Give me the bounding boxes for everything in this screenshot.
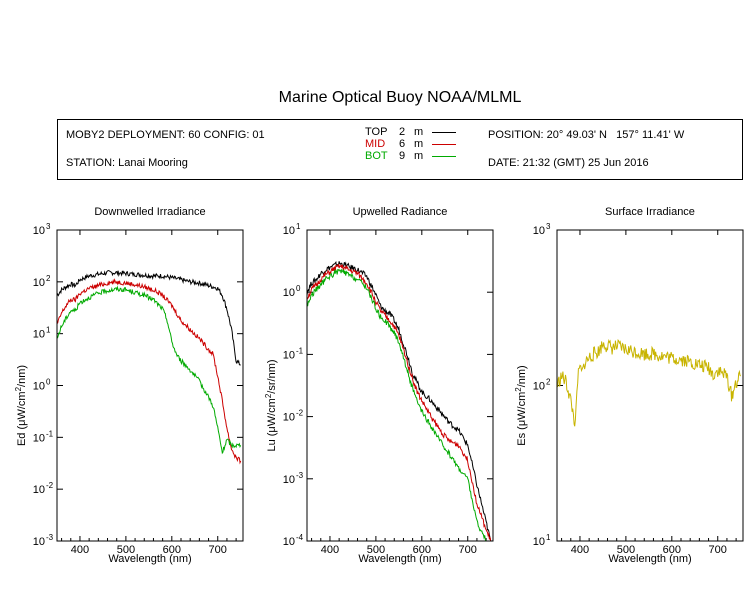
series-line-top <box>57 269 241 366</box>
chart-panel-3: Surface Irradiance 400 500 600 700 Wavelength… <box>514 206 744 565</box>
y-tick-exponent: -3 <box>296 471 304 480</box>
y-axis-label: Lu (μW/cm2/sr/nm) <box>264 359 278 451</box>
x-axis-label: Wavelength (nm) <box>608 553 691 565</box>
y-tick-label: 10 <box>283 474 295 486</box>
legend-bot-depth: 9 <box>399 150 406 162</box>
y-tick-label: 10 <box>533 536 545 548</box>
x-axis-label: Wavelength (nm) <box>358 553 441 565</box>
deployment-text: MOBY2 DEPLOYMENT: 60 CONFIG: 01 <box>66 129 265 141</box>
chart-panel-2: Upwelled Radiance 400 500 600 700 Wavelength … <box>264 206 494 565</box>
legend-bot-unit: m <box>414 150 424 162</box>
plot-frame <box>56 229 244 542</box>
y-tick-exponent: 2 <box>46 274 51 283</box>
series-line-mid <box>57 278 242 465</box>
y-tick-exponent: 1 <box>46 326 51 335</box>
position-text: POSITION: 20° 49.03' N 157° 11.41' W <box>488 129 685 141</box>
x-tick-label: 600 <box>413 544 431 556</box>
chart-title: Surface Irradiance <box>605 206 695 218</box>
series-line-bot <box>57 285 242 455</box>
series-line-es <box>557 338 742 427</box>
legend-top-name: TOP <box>365 126 388 138</box>
y-tick-label: 10 <box>33 484 45 496</box>
legend-top-swatch <box>432 132 456 133</box>
x-tick-label: 400 <box>71 544 89 556</box>
y-tick-exponent: -4 <box>296 533 304 542</box>
chart-panel-1: Downwelled Irradiance 400 500 600 700 Wavelen… <box>14 206 244 565</box>
y-tick-label: 10 <box>533 225 545 237</box>
x-tick-label: 500 <box>617 544 635 556</box>
legend-mid-swatch <box>432 144 456 145</box>
x-tick-label: 700 <box>709 544 727 556</box>
y-tick-exponent: -2 <box>46 481 54 490</box>
series-line-bot <box>307 268 487 541</box>
x-tick-label: 700 <box>209 544 227 556</box>
series-line-mid <box>307 263 492 541</box>
y-tick-label: 10 <box>33 536 45 548</box>
y-tick-exponent: -2 <box>296 409 304 418</box>
y-tick-label: 10 <box>283 536 295 548</box>
legend-bot-swatch <box>432 156 456 157</box>
y-tick-exponent: -1 <box>296 346 304 355</box>
legend-top-unit: m <box>414 126 424 138</box>
y-tick-label: 10 <box>33 381 45 393</box>
info-box: MOBY2 DEPLOYMENT: 60 CONFIG: 01 STATION:… <box>57 119 743 180</box>
y-tick-exponent: 0 <box>46 378 51 387</box>
y-tick-label: 10 <box>33 329 45 341</box>
y-tick-exponent: 3 <box>546 222 551 231</box>
y-tick-exponent: 1 <box>546 533 551 542</box>
legend-mid-name: MID <box>365 138 386 150</box>
x-tick-label: 400 <box>321 544 339 556</box>
y-tick-label: 10 <box>33 432 45 444</box>
y-tick-exponent: 2 <box>546 378 551 387</box>
y-tick-exponent: 1 <box>296 222 301 231</box>
x-tick-label: 700 <box>459 544 477 556</box>
y-tick-exponent: 0 <box>296 284 301 293</box>
plot-frame <box>556 229 744 542</box>
legend-bot-name: BOT <box>365 150 388 162</box>
chart-title: Downwelled Irradiance <box>94 206 205 218</box>
date-text: DATE: 21:32 (GMT) 25 Jun 2016 <box>488 157 649 169</box>
y-tick-exponent: -3 <box>46 533 54 542</box>
legend-mid-depth: 6 <box>399 138 406 150</box>
x-tick-label: 600 <box>663 544 681 556</box>
x-tick-label: 400 <box>571 544 589 556</box>
y-tick-exponent: -1 <box>46 429 54 438</box>
x-tick-label: 500 <box>117 544 135 556</box>
y-tick-label: 10 <box>283 412 295 424</box>
series-line-top <box>307 261 492 541</box>
legend-mid-unit: m <box>414 138 424 150</box>
x-tick-label: 600 <box>163 544 181 556</box>
y-tick-label: 10 <box>533 381 545 393</box>
page-title: Marine Optical Buoy NOAA/MLML <box>278 89 522 106</box>
y-axis-label: Ed (μW/cm2/nm) <box>14 365 28 446</box>
legend-top-depth: 2 <box>399 126 406 138</box>
y-tick-label: 10 <box>283 287 295 299</box>
x-tick-label: 500 <box>367 544 385 556</box>
x-axis-label: Wavelength (nm) <box>108 553 191 565</box>
y-tick-label: 10 <box>33 225 45 237</box>
station-text: STATION: Lanai Mooring <box>66 157 188 169</box>
y-tick-label: 10 <box>283 349 295 361</box>
plot-frame <box>306 229 494 542</box>
y-tick-label: 10 <box>33 277 45 289</box>
y-tick-label: 10 <box>283 225 295 237</box>
y-axis-label: Es (μW/cm2/nm) <box>514 365 528 445</box>
chart-title: Upwelled Radiance <box>353 206 448 218</box>
y-tick-exponent: 3 <box>46 222 51 231</box>
